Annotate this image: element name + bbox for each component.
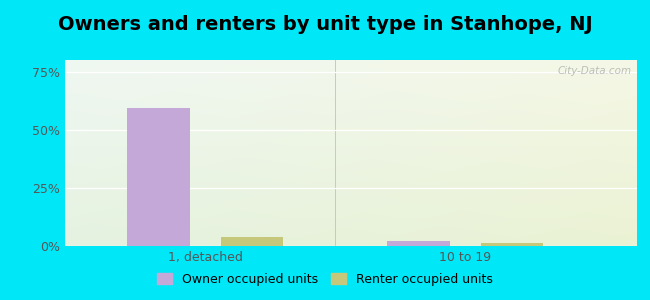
Text: City-Data.com: City-Data.com [557, 66, 631, 76]
Bar [481, 243, 543, 246]
Bar [127, 108, 190, 246]
Legend: Owner occupied units, Renter occupied units: Owner occupied units, Renter occupied un… [152, 268, 498, 291]
Bar [387, 241, 450, 246]
Bar [221, 237, 283, 246]
Text: Owners and renters by unit type in Stanhope, NJ: Owners and renters by unit type in Stanh… [58, 15, 592, 34]
